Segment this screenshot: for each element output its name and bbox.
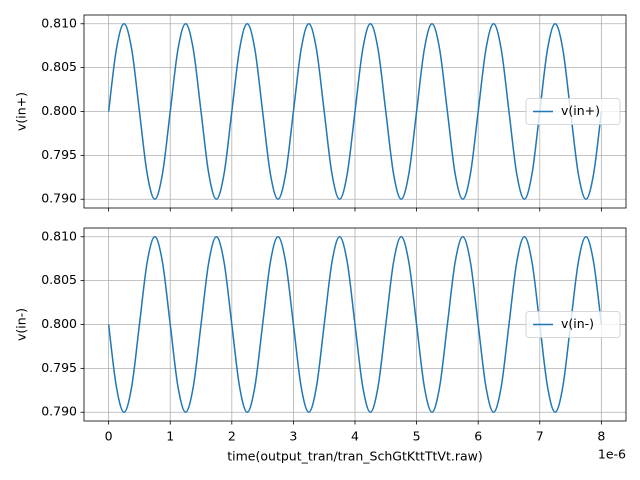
x-tick-label: 6 [474,429,482,444]
x-offset-label: 1e-6 [598,447,626,462]
x-axis-label: time(output_tran/tran_SchGtKttTtVt.raw) [227,449,482,464]
legend-label: v(in+) [561,103,600,118]
series-line [107,236,603,413]
x-tick-label: 8 [597,429,605,444]
y-tick-label: 0.795 [41,147,77,162]
x-tick-label: 3 [289,429,297,444]
axes-frame [83,227,627,422]
axes-frame [83,14,627,209]
x-tick-label: 1 [166,429,174,444]
legend-box [525,98,621,125]
y-tick-label: 0.800 [41,316,77,331]
y-tick-label: 0.790 [41,191,77,206]
y-tick-label: 0.805 [41,59,77,74]
y-axis-label: v(in-) [14,308,29,341]
legend-box [525,311,621,338]
y-tick-label: 0.790 [41,404,77,419]
x-tick-label: 7 [536,429,544,444]
series-line [107,23,603,200]
y-axis-label: v(in+) [14,92,29,131]
x-tick-label: 5 [413,429,421,444]
y-tick-label: 0.810 [41,228,77,243]
legend-label: v(in-) [561,316,594,331]
x-tick-label: 4 [351,429,359,444]
y-tick-label: 0.805 [41,272,77,287]
y-tick-label: 0.800 [41,103,77,118]
y-tick-label: 0.795 [41,360,77,375]
y-tick-label: 0.810 [41,15,77,30]
x-tick-label: 0 [105,429,113,444]
x-tick-label: 2 [228,429,236,444]
